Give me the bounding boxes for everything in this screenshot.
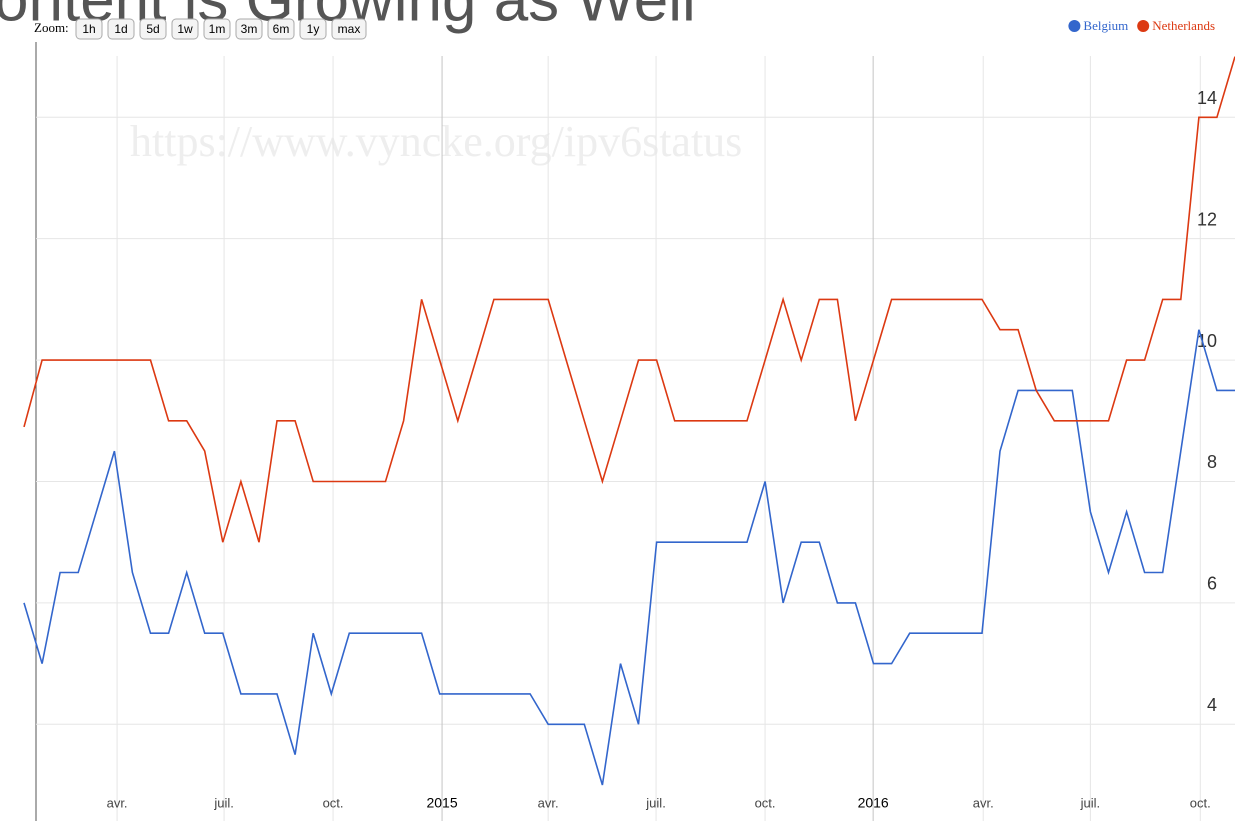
button-label: 3m <box>241 22 258 36</box>
zoom-label: Zoom: <box>34 20 69 35</box>
x-tick-label: oct. <box>323 795 344 810</box>
series-line <box>23 329 1235 786</box>
button-label: 1h <box>82 22 95 36</box>
x-tick-label: oct. <box>1190 795 1211 810</box>
button-frame <box>235 18 263 40</box>
x-tick-label: avr. <box>973 795 994 810</box>
button-frame <box>139 18 167 40</box>
button-frame <box>75 18 103 40</box>
button-label: max <box>338 22 361 36</box>
zoom-button[interactable]: 5d <box>139 18 167 40</box>
button-label: 1w <box>177 22 193 36</box>
y-tick-label: 8 <box>1207 452 1217 472</box>
legend-swatch <box>1068 20 1081 32</box>
legend-label: Netherlands <box>1152 18 1215 33</box>
x-tick-label: juil. <box>645 795 666 810</box>
y-tick-label: 12 <box>1197 209 1217 229</box>
button-label: 1d <box>114 22 127 36</box>
button-frame <box>171 18 199 40</box>
x-tick-label: 2016 <box>858 795 889 811</box>
x-tick-label: avr. <box>107 795 128 810</box>
zoom-button[interactable]: 1h <box>75 18 103 40</box>
zoom-button[interactable]: 1w <box>171 18 199 40</box>
y-tick-label: 14 <box>1197 88 1217 108</box>
button-label: 6m <box>273 22 290 36</box>
zoom-button[interactable]: max <box>331 18 367 40</box>
legend: Netherlands Belgium <box>1068 18 1215 33</box>
button-frame <box>299 18 327 40</box>
y-tick-label: 6 <box>1207 574 1217 594</box>
watermark: https://www.vyncke.org/ipv6status <box>130 117 742 166</box>
grid <box>36 56 1235 821</box>
button-frame <box>107 18 135 40</box>
button-label: 1m <box>209 22 226 36</box>
zoom-button[interactable]: 1d <box>107 18 135 40</box>
zoom-button[interactable]: 3m <box>235 18 263 40</box>
button-frame <box>331 18 367 40</box>
x-tick-label: juil. <box>1080 795 1101 810</box>
x-tick-label: oct. <box>755 795 776 810</box>
button-label: 1y <box>307 22 320 36</box>
button-label: 5d <box>146 22 159 36</box>
x-tick-label: avr. <box>538 795 559 810</box>
legend-swatch <box>1137 20 1150 32</box>
legend-label: Belgium <box>1083 18 1128 33</box>
x-tick-label: juil. <box>213 795 234 810</box>
y-tick-label: 10 <box>1197 331 1217 351</box>
zoom-button[interactable]: 1y <box>299 18 327 40</box>
x-tick-label: 2015 <box>426 795 457 811</box>
zoom-button[interactable]: 6m <box>267 18 295 40</box>
y-tick-label: 4 <box>1207 695 1217 715</box>
button-frame <box>203 18 231 40</box>
zoom-button[interactable]: 1m <box>203 18 231 40</box>
series-line <box>23 56 1235 543</box>
button-frame <box>267 18 295 40</box>
